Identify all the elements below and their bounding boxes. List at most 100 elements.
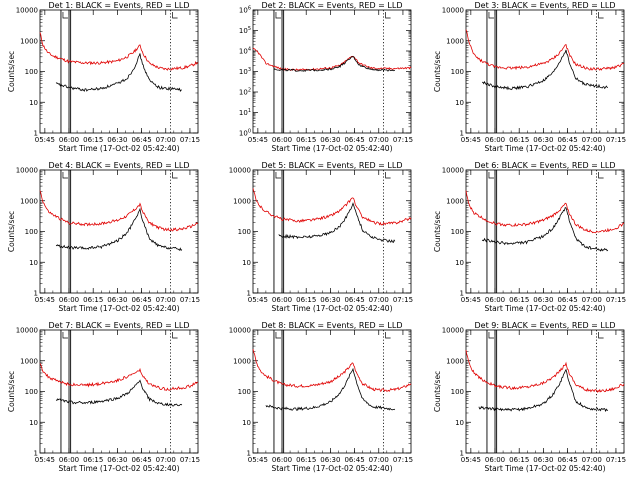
y-tick-label: 1000 xyxy=(446,357,464,365)
chart-title: Det 6: BLACK = Events, RED = LLD xyxy=(475,161,616,170)
x-tick-label: 06:00 xyxy=(272,296,292,304)
x-tick-label: 06:00 xyxy=(272,456,292,464)
y-axis-label: Counts/sec xyxy=(7,211,16,252)
x-tick-label: 06:30 xyxy=(320,456,340,464)
lld-series-line xyxy=(39,32,199,71)
bracket-mark xyxy=(598,332,604,339)
y-tick-label: 1000 xyxy=(20,357,38,365)
x-tick-label: 07:15 xyxy=(180,136,200,144)
lld-series-line xyxy=(465,190,625,234)
x-tick-label: 06:00 xyxy=(59,136,79,144)
x-tick-label: 07:00 xyxy=(582,296,602,304)
y-tick-label: 10 xyxy=(29,419,38,427)
y-tick-label: 1000 xyxy=(446,197,464,205)
chart-title: Det 4: BLACK = Events, RED = LLD xyxy=(49,161,190,170)
x-tick-label: 06:45 xyxy=(344,456,364,464)
x-tick-label: 07:00 xyxy=(582,136,602,144)
x-tick-label: 06:15 xyxy=(83,456,103,464)
y-tick-label: 1000 xyxy=(233,197,251,205)
x-tick-label: 07:15 xyxy=(180,456,200,464)
y-tick-label: 100 xyxy=(25,388,38,396)
x-tick-label: 06:45 xyxy=(131,456,151,464)
x-axis-label: Start Time (17-Oct-02 05:42:40) xyxy=(271,464,392,473)
x-axis-label: Start Time (17-Oct-02 05:42:40) xyxy=(484,304,605,313)
detector-panel-3: Det 3: BLACK = Events, RED = LLD 1 10 100 10… xyxy=(426,0,639,160)
bracket-mark xyxy=(488,12,494,19)
y-tick-label: 10000 xyxy=(16,7,38,15)
x-axis-label: Start Time (17-Oct-02 05:42:40) xyxy=(58,304,179,313)
x-tick-label: 06:15 xyxy=(509,456,529,464)
plot-frame xyxy=(39,169,199,294)
x-tick-label: 06:30 xyxy=(533,456,553,464)
x-tick-label: 06:30 xyxy=(107,296,127,304)
y-tick-label: 103 xyxy=(239,67,251,76)
y-tick-label: 10000 xyxy=(16,167,38,175)
y-tick-label: 10000 xyxy=(442,7,464,15)
x-tick-label: 05:45 xyxy=(35,136,55,144)
x-tick-label: 05:45 xyxy=(461,456,481,464)
x-tick-label: 06:15 xyxy=(83,296,103,304)
events-series-line xyxy=(55,379,183,407)
x-tick-label: 07:00 xyxy=(156,136,176,144)
detector-panel-6: Det 6: BLACK = Events, RED = LLD 1 10 100 10… xyxy=(426,160,639,320)
x-tick-label: 06:45 xyxy=(131,136,151,144)
chart-title: Det 9: BLACK = Events, RED = LLD xyxy=(475,321,616,330)
bracket-mark xyxy=(62,172,68,179)
bracket-mark xyxy=(275,172,281,179)
x-tick-label: 07:15 xyxy=(606,136,626,144)
bracket-mark xyxy=(385,332,391,339)
bracket-mark xyxy=(62,12,68,19)
x-axis-label: Start Time (17-Oct-02 05:42:40) xyxy=(271,144,392,153)
y-tick-label: 1 xyxy=(247,290,251,298)
y-tick-label: 101 xyxy=(239,108,251,117)
bracket-mark xyxy=(488,332,494,339)
plot-frame xyxy=(39,329,199,454)
bracket-mark xyxy=(598,12,604,19)
plot-frame xyxy=(252,169,412,294)
events-series-line xyxy=(278,202,396,244)
y-tick-label: 100 xyxy=(25,68,38,76)
x-tick-label: 06:15 xyxy=(83,136,103,144)
y-tick-label: 10000 xyxy=(229,167,251,175)
y-tick-label: 10 xyxy=(455,99,464,107)
y-tick-label: 10 xyxy=(455,259,464,267)
y-tick-label: 100 xyxy=(451,388,464,396)
x-tick-label: 07:00 xyxy=(369,296,389,304)
x-tick-label: 06:45 xyxy=(557,136,577,144)
x-tick-label: 06:30 xyxy=(320,296,340,304)
y-tick-label: 10 xyxy=(29,99,38,107)
detector-panel-4: Det 4: BLACK = Events, RED = LLD 1 10 100 10… xyxy=(0,160,213,320)
chart-svg: Det 3: BLACK = Events, RED = LLD 1 10 100 10… xyxy=(433,1,626,153)
x-tick-label: 07:15 xyxy=(180,296,200,304)
bracket-mark xyxy=(275,12,281,19)
y-tick-label: 1 xyxy=(460,290,464,298)
x-axis-label: Start Time (17-Oct-02 05:42:40) xyxy=(271,304,392,313)
events-series-line xyxy=(55,207,183,252)
detector-panel-8: Det 8: BLACK = Events, RED = LLD 1 10 100 10… xyxy=(213,320,426,480)
x-tick-label: 07:00 xyxy=(369,456,389,464)
x-tick-label: 06:00 xyxy=(59,456,79,464)
lld-series-line xyxy=(39,363,199,391)
chart-svg: Det 2: BLACK = Events, RED = LLD 100 101 10… xyxy=(239,1,413,153)
detector-panel-9: Det 9: BLACK = Events, RED = LLD 1 10 100 10… xyxy=(426,320,639,480)
y-axis-label: Counts/sec xyxy=(7,51,16,92)
chart-svg: Det 8: BLACK = Events, RED = LLD 1 10 100 10… xyxy=(229,321,413,473)
x-tick-label: 05:45 xyxy=(35,456,55,464)
bracket-mark xyxy=(385,12,391,19)
x-tick-label: 05:45 xyxy=(461,296,481,304)
lld-series-line xyxy=(252,349,412,392)
y-tick-label: 10000 xyxy=(229,327,251,335)
bracket-mark xyxy=(385,172,391,179)
chart-title: Det 2: BLACK = Events, RED = LLD xyxy=(262,1,403,10)
x-tick-label: 06:15 xyxy=(296,296,316,304)
x-tick-label: 06:30 xyxy=(107,136,127,144)
bracket-mark xyxy=(275,332,281,339)
y-tick-label: 100 xyxy=(239,129,251,138)
y-tick-label: 100 xyxy=(25,228,38,236)
y-tick-label: 105 xyxy=(239,26,251,35)
x-tick-label: 06:00 xyxy=(59,296,79,304)
bracket-mark xyxy=(172,332,178,339)
y-tick-label: 1 xyxy=(460,130,464,138)
x-axis-label: Start Time (17-Oct-02 05:42:40) xyxy=(484,464,605,473)
chart-svg: Det 9: BLACK = Events, RED = LLD 1 10 100 10… xyxy=(433,321,626,473)
